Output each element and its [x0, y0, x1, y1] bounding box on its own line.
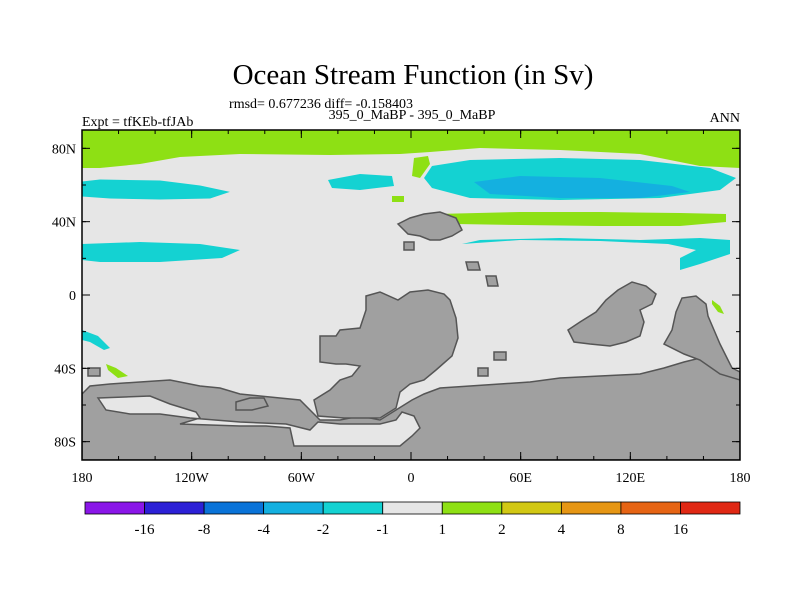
- colorbar-swatch: [680, 501, 741, 515]
- colorbar-swatch: [501, 501, 562, 515]
- island-south-2: [477, 367, 489, 377]
- green-patch-north-atlantic: [412, 156, 430, 178]
- colorbar: -16 -8 -4 -2 -1 1 2 4 8 16: [84, 501, 741, 538]
- colorbar-swatch: [203, 501, 265, 515]
- southern-landmass: [82, 357, 740, 460]
- y-tick-label: 80N: [52, 142, 76, 157]
- colorbar-swatch: [382, 501, 443, 515]
- green-patch-southeast: [712, 300, 724, 314]
- cyan-band-north-pacific: [82, 179, 230, 200]
- stats-line: rmsd= 0.677236 diff= -0.158403: [229, 97, 413, 112]
- colorbar-swatch: [620, 501, 681, 515]
- cyan-band-north-atlantic: [328, 174, 394, 190]
- island-north-2: [465, 261, 481, 271]
- colorbar-swatch: [263, 501, 324, 515]
- landmass-south-america: [313, 289, 459, 419]
- colorbar-swatch: [144, 501, 205, 515]
- cyan-band-midlat-pacific: [82, 242, 240, 262]
- colorbar-label: 16: [673, 522, 689, 538]
- colorbar-label: -16: [135, 522, 155, 538]
- island-west-1: [87, 367, 101, 377]
- green-patch-southwest: [106, 364, 128, 378]
- x-tick-label: 120W: [175, 471, 210, 486]
- y-tick-label: 0: [69, 289, 76, 304]
- colorbar-label: 2: [498, 522, 506, 538]
- landmass-africa-east: [567, 281, 657, 347]
- chart-title: Ocean Stream Function (in Sv): [233, 59, 594, 91]
- experiment-label: Expt = tfKEb-tfJAb: [82, 115, 193, 130]
- green-strip-midlat: [436, 212, 726, 226]
- colorbar-label: -8: [198, 522, 211, 538]
- colorbar-swatch: [560, 501, 622, 515]
- x-tick-label: 180: [72, 471, 93, 486]
- colorbar-label: -4: [257, 522, 270, 538]
- southern-inlet: [96, 395, 421, 447]
- y-tick-label: 40N: [52, 216, 76, 231]
- island-south-1: [493, 351, 507, 361]
- island-pacific-south: [235, 397, 270, 411]
- y-tick-label: 40S: [54, 362, 76, 377]
- island-north-1: [403, 241, 415, 251]
- season-label: ANN: [710, 111, 740, 126]
- map-subtitle: 395_0_MaBP - 395_0_MaBP: [329, 108, 496, 123]
- x-tick-label: 60W: [288, 471, 316, 486]
- land-masses: [82, 211, 740, 460]
- map-axes: 180 120W 60W 0 60E 120E 180 80N 40N 0 40S 80S: [52, 130, 751, 486]
- colorbar-label: 4: [558, 522, 566, 538]
- colorbar-label: -2: [317, 522, 330, 538]
- colorbar-label: 8: [617, 522, 625, 538]
- colorbar-swatch: [322, 501, 384, 515]
- x-tick-label: 180: [730, 471, 751, 486]
- cyan-band-midlat-indian: [462, 238, 730, 270]
- arctic-green-band: [82, 130, 740, 168]
- green-blob-north-atlantic: [392, 196, 404, 202]
- x-tick-label: 60E: [509, 471, 532, 486]
- island-north-3: [485, 275, 499, 287]
- y-tick-label: 80S: [54, 436, 76, 451]
- x-tick-label: 120E: [616, 471, 646, 486]
- colorbar-swatch: [84, 501, 145, 515]
- colorbar-swatch: [441, 501, 503, 515]
- landmass-east: [662, 295, 740, 381]
- colorbar-label: 1: [439, 522, 447, 538]
- colorbar-label: -1: [376, 522, 389, 538]
- blue-core-north: [474, 176, 690, 198]
- x-tick-label: 0: [408, 471, 415, 486]
- cyan-band-southwest: [82, 330, 110, 350]
- landmass-eurasia: [396, 211, 463, 241]
